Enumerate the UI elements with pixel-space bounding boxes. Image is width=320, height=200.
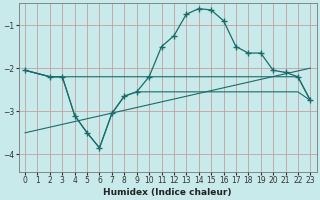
X-axis label: Humidex (Indice chaleur): Humidex (Indice chaleur): [103, 188, 232, 197]
